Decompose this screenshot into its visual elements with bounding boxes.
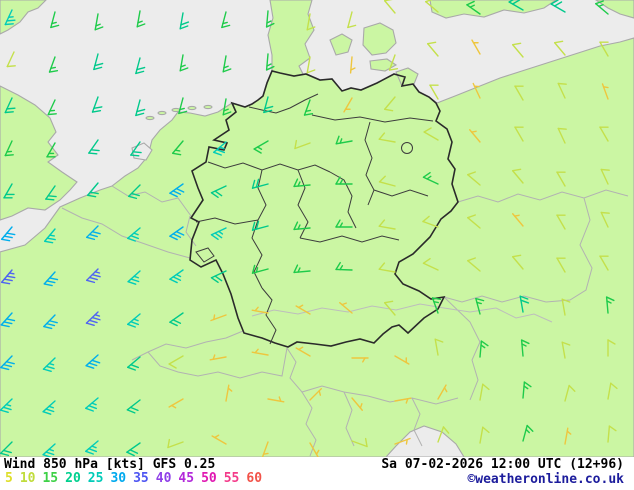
copyright-link: ©weatheronline.co.uk	[467, 472, 624, 487]
wind-speed-legend: 5 10 15 20 25 30 35 40 45 50 55 60	[5, 471, 269, 486]
land-sweden-ne	[595, 0, 634, 19]
legend-value-25: 25	[87, 471, 104, 486]
land-continent	[0, 0, 634, 458]
legend-value-20: 20	[65, 471, 81, 486]
valid-time: Sa 07-02-2026 12:00 UTC (12+96)	[381, 457, 624, 472]
berlin-ring	[401, 142, 413, 154]
legend-value-45: 45	[178, 471, 195, 486]
map-svg	[0, 0, 634, 458]
weather-map[interactable]	[0, 0, 634, 458]
legend-value-55: 55	[223, 471, 240, 486]
legend-value-60: 60	[246, 471, 263, 486]
island-sjaelland	[362, 22, 397, 56]
land-sweden	[429, 0, 557, 19]
legend-value-30: 30	[110, 471, 127, 486]
rivers	[251, 303, 553, 323]
legend-value-15: 15	[42, 471, 59, 486]
adriatic-sea	[384, 425, 465, 458]
footer: Wind 850 hPa [kts] GFS 0.25 Sa 07-02-202…	[0, 457, 634, 490]
land-england-north	[0, 0, 47, 35]
legend-value-10: 10	[19, 471, 36, 486]
legend-value-35: 35	[133, 471, 149, 486]
legend-value-40: 40	[155, 471, 172, 486]
land-england-south	[0, 85, 78, 221]
wind-barbs-layer	[0, 0, 618, 458]
island-ruegen	[395, 67, 419, 87]
param-title: Wind 850 hPa [kts] GFS 0.25	[4, 457, 216, 472]
legend-value-5: 5	[5, 471, 13, 486]
frisian-islands	[145, 104, 213, 121]
legend-value-50: 50	[201, 471, 217, 486]
country-borders	[61, 185, 629, 457]
state-borders	[195, 93, 434, 345]
island-fyn	[329, 33, 353, 56]
